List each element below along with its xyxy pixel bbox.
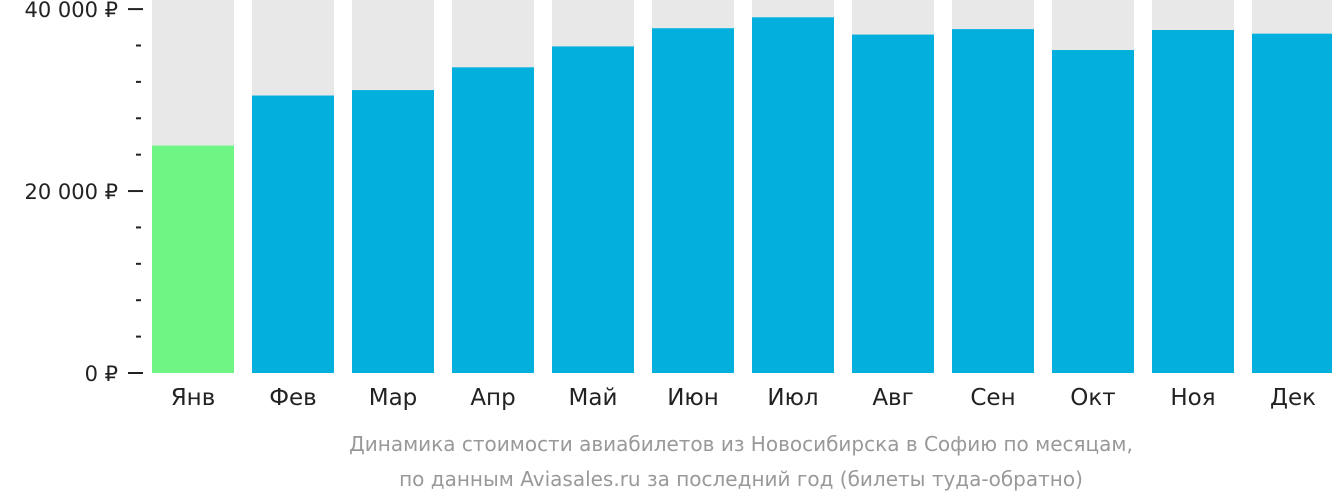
bar-2 <box>252 95 334 374</box>
y-tick-label: 40 000 ₽ <box>24 0 118 22</box>
bar-3 <box>352 90 434 373</box>
x-tick-label-11: Ноя <box>1170 385 1215 411</box>
x-tick-label-5: Май <box>569 385 618 411</box>
x-tick-label-2: Фев <box>269 385 317 411</box>
bar-4 <box>452 67 534 373</box>
x-tick-label-10: Окт <box>1070 385 1115 411</box>
bar-5 <box>552 46 634 374</box>
x-tick-label-7: Июл <box>767 385 818 411</box>
chart-plot: Янв Фев Мар Апр Май Июн Июл Авг Сен Окт Ноя Дек 0 ₽ 2… <box>24 0 1332 411</box>
bar-8 <box>852 34 934 373</box>
x-tick-label-6: Июн <box>667 385 719 411</box>
x-tick-label-1: Янв <box>171 385 216 411</box>
chart-caption-line-2: по данным Aviasales.ru за последний год … <box>399 467 1083 491</box>
y-tick-label: 0 ₽ <box>85 362 118 386</box>
bar-10 <box>1052 50 1134 373</box>
bar-1 <box>152 145 234 373</box>
x-tick-label-9: Сен <box>970 385 1015 411</box>
bar-9 <box>952 29 1034 374</box>
chart-caption-line-1: Динамика стоимости авиабилетов из Новоси… <box>349 432 1133 456</box>
bar-6 <box>652 28 734 373</box>
bar-12 <box>1252 33 1332 373</box>
y-tick-label: 20 000 ₽ <box>24 180 118 204</box>
bar-7 <box>752 17 834 373</box>
x-tick-label-8: Авг <box>872 385 913 411</box>
bar-11 <box>1152 30 1234 374</box>
x-tick-label-4: Апр <box>470 385 515 411</box>
x-tick-label-12: Дек <box>1270 385 1316 411</box>
x-tick-label-3: Мар <box>369 385 418 411</box>
